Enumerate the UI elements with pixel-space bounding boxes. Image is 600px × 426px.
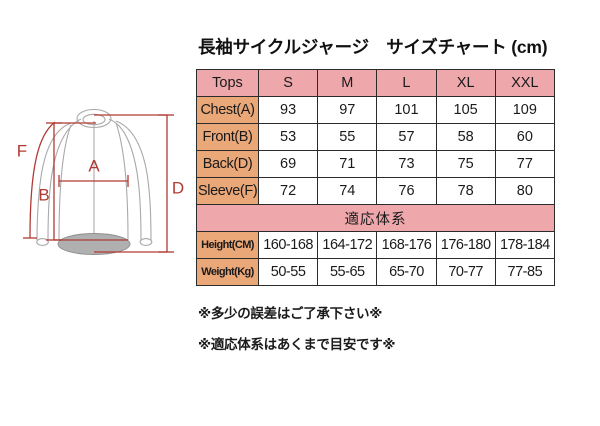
cell-chest-s: 93: [257, 96, 319, 124]
note-fit-guide: ※適応体系はあくまで目安です※: [198, 337, 396, 352]
measure-label-A: A: [88, 156, 100, 175]
jersey-measurement-diagram: D B F A: [17, 108, 184, 255]
jersey-hem-ellipse: [57, 233, 131, 255]
row-label-back: Back(D): [196, 150, 259, 178]
header-cell-l: L: [376, 69, 437, 97]
cell-height-s: 160-168: [257, 231, 319, 259]
cell-back-m: 71: [317, 150, 378, 178]
cell-sleeve-m: 74: [317, 177, 378, 205]
row-label-chest: Chest(A): [196, 96, 259, 124]
cell-weight-xxl: 77-85: [494, 258, 555, 286]
measure-label-D: D: [172, 178, 184, 197]
table-row: Height(CM) 160-168 164-172 168-176 176-1…: [196, 231, 555, 259]
cell-back-s: 69: [257, 150, 319, 178]
measure-label-B: B: [38, 185, 49, 204]
header-cell-xxl: XXL: [494, 69, 555, 97]
row-label-front: Front(B): [196, 123, 259, 151]
table-row: Front(B) 53 55 57 58 60: [196, 123, 555, 151]
cell-height-xl: 176-180: [435, 231, 496, 259]
cell-front-s: 53: [257, 123, 319, 151]
cell-weight-l: 65-70: [376, 258, 437, 286]
header-cell-m: M: [317, 69, 378, 97]
table-header-row: Tops S M L XL XXL: [196, 69, 555, 97]
measure-line-F: [29, 121, 56, 239]
table-row: Sleeve(F) 72 74 76 78 80: [196, 177, 555, 205]
cell-chest-xxl: 109: [494, 96, 555, 124]
cell-front-xl: 58: [435, 123, 496, 151]
size-chart-panel: 長袖サイクルジャージ サイズチャート (cm) Tops S M L XL XX…: [196, 34, 564, 364]
notes-block: ※多少の誤差はご了承下さい※ ※適応体系はあくまで目安です※: [198, 302, 564, 353]
cell-back-xl: 75: [435, 150, 496, 178]
cell-front-m: 55: [317, 123, 378, 151]
cell-weight-s: 50-55: [257, 258, 319, 286]
banner-label-fit: 適応体系: [196, 204, 555, 232]
cell-height-m: 164-172: [317, 231, 378, 259]
note-tolerance: ※多少の誤差はご了承下さい※: [198, 306, 383, 321]
size-chart-table: Tops S M L XL XXL Chest(A) 93 97 101 105…: [196, 69, 555, 286]
cell-chest-xl: 105: [435, 96, 496, 124]
table-row: Back(D) 69 71 73 75 77: [196, 150, 555, 178]
table-row: Weight(Kg) 50-55 55-65 65-70 70-77 77-85: [196, 258, 555, 286]
row-label-sleeve: Sleeve(F): [196, 177, 259, 205]
row-label-height: Height(CM): [196, 231, 259, 259]
header-cell-tops: Tops: [196, 69, 259, 97]
cell-sleeve-xl: 78: [435, 177, 496, 205]
cell-front-l: 57: [376, 123, 437, 151]
cell-sleeve-l: 76: [376, 177, 437, 205]
cell-weight-m: 55-65: [317, 258, 378, 286]
measure-label-F: F: [17, 141, 27, 160]
header-cell-xl: XL: [435, 69, 496, 97]
cell-weight-xl: 70-77: [435, 258, 496, 286]
cell-chest-m: 97: [317, 96, 378, 124]
cell-height-xxl: 178-184: [494, 231, 555, 259]
cell-height-l: 168-176: [376, 231, 437, 259]
measurement-lines: [23, 114, 174, 253]
table-row: Chest(A) 93 97 101 105 109: [196, 96, 555, 124]
table-banner-row: 適応体系: [196, 204, 555, 232]
row-label-weight: Weight(Kg): [196, 258, 259, 286]
cell-sleeve-s: 72: [257, 177, 319, 205]
cell-sleeve-xxl: 80: [494, 177, 555, 205]
cell-back-l: 73: [376, 150, 437, 178]
cell-chest-l: 101: [376, 96, 437, 124]
garment-diagram-panel: D B F A: [8, 88, 194, 294]
page-title: 長袖サイクルジャージ サイズチャート (cm): [198, 37, 548, 57]
header-cell-s: S: [257, 69, 319, 97]
cell-front-xxl: 60: [494, 123, 555, 151]
cell-back-xxl: 77: [494, 150, 555, 178]
